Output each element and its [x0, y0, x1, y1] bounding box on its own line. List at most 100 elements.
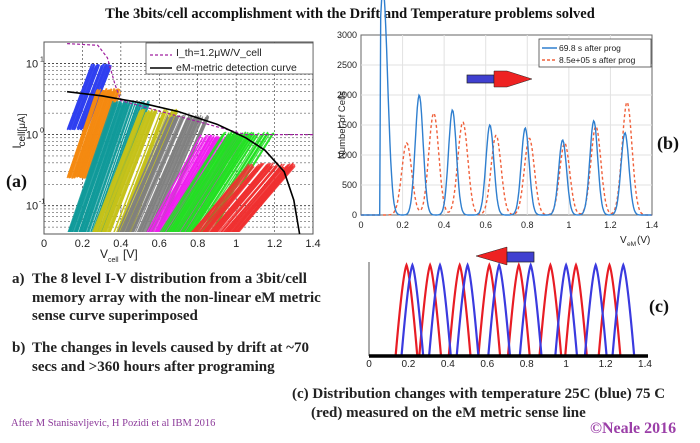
credit-text: After M Stanisavljevic, H Pozidi et al I… [11, 418, 216, 429]
iv-trace [190, 165, 250, 236]
series-drift-early [361, 0, 652, 216]
iv-trace [176, 133, 242, 234]
plot-a-xtick: 0 [41, 238, 47, 250]
plot-b-xtick: 0.2 [396, 220, 409, 230]
caption-a-line: The 8 level I-V distribution from a 3bit… [32, 271, 307, 287]
iv-trace [67, 102, 115, 234]
iv-trace [202, 166, 262, 236]
plot-a-xlabel-sub: cell [108, 257, 119, 264]
plot-a-ylabel-rest: cell[μA] [17, 113, 28, 146]
iv-trace [186, 132, 252, 235]
plot-b-xtick: 1 [566, 220, 571, 230]
plot-b-ytick: 1500 [337, 120, 357, 130]
iv-trace [224, 166, 284, 236]
plot-b-ytick: 500 [342, 180, 357, 190]
iv-trace [91, 110, 141, 234]
panel-b-label: (b) [657, 133, 679, 153]
iv-trace [118, 109, 168, 235]
iv-trace [183, 135, 249, 236]
iv-trace [95, 108, 144, 235]
iv-trace [66, 100, 114, 235]
temp-peak [447, 262, 472, 357]
iv-trace [160, 133, 225, 234]
iv-trace [72, 90, 104, 179]
iv-trace [154, 136, 211, 235]
plot-a-border [43, 41, 314, 235]
iv-trace [66, 90, 98, 179]
plot-b-xlabel-unit: (V) [637, 235, 650, 246]
plot-b-xtick: 1.2 [604, 220, 617, 230]
iv-trace [125, 118, 178, 236]
iv-trace [81, 101, 128, 235]
caption-c-line: (c) Distribution changes with temperatur… [292, 386, 666, 402]
iv-trace [215, 165, 275, 234]
iv-trace [116, 114, 169, 235]
iv-trace [76, 65, 103, 129]
temp-peak [455, 262, 480, 357]
legend-threshold-label: I_th=1.2μW/V_cell [176, 47, 262, 59]
series-drift-late [361, 100, 652, 216]
temp-peak [518, 262, 543, 357]
temp-arrow-body [506, 251, 535, 263]
plot-a-xlabel-unit: [V] [123, 247, 138, 261]
caption-b-line: The changes in levels caused by drift at… [32, 340, 309, 356]
iv-trace [152, 134, 209, 235]
iv-trace [234, 165, 294, 236]
iv-trace [131, 118, 184, 236]
plot-c-xtick: 0.2 [401, 359, 415, 370]
plot-b-xtick: 0.4 [438, 220, 451, 230]
iv-trace [194, 164, 254, 235]
iv-trace [87, 100, 135, 235]
plot-a-ytick: 10 [26, 58, 38, 70]
iv-trace [78, 101, 126, 234]
plot-b-xlabel-sub: eM [627, 241, 636, 248]
temp-series-25c [400, 262, 636, 357]
iv-trace [201, 165, 261, 236]
iv-trace [169, 133, 235, 234]
iv-trace [146, 115, 199, 235]
plot-c-xtick: 0.8 [520, 359, 534, 370]
plot-c-xtick: 1.2 [599, 359, 613, 370]
plot-b-ytick: 2500 [337, 60, 357, 70]
temp-peak [583, 262, 608, 357]
iv-trace [98, 111, 148, 234]
iv-trace [116, 110, 166, 235]
temp-peak [554, 262, 579, 357]
plot-a-mask [0, 232, 330, 262]
temp-peak [506, 262, 531, 357]
plot-b-ytick: 0 [352, 210, 357, 220]
plot-a-xtick: 0.8 [190, 238, 205, 250]
iv-trace [68, 66, 94, 131]
caption-c-line: (red) measured on the eM metric sense li… [311, 404, 586, 421]
iv-trace [119, 117, 172, 234]
iv-trace [167, 132, 232, 235]
panel-c-label: (c) [649, 296, 669, 316]
iv-trace [70, 102, 118, 235]
iv-trace [222, 166, 282, 234]
iv-trace [70, 88, 102, 178]
legend-detection-label: eM-metric detection curve [176, 62, 297, 74]
iv-trace [181, 133, 246, 236]
temp-arrow-head [475, 246, 508, 266]
iv-trace [112, 111, 162, 236]
plot-a-xtick: 0.6 [152, 238, 167, 250]
plot-a-xtick: 0.2 [75, 238, 90, 250]
iv-trace [211, 162, 271, 235]
iv-trace [195, 166, 255, 236]
iv-trace [79, 101, 127, 235]
plot-a-ytick-exp: -1 [39, 199, 45, 206]
iv-trace [68, 103, 116, 234]
iv-trace [107, 108, 157, 235]
plot-b-ytick: 3000 [337, 30, 357, 40]
iv-trace [93, 110, 143, 234]
plot-a-xtick: 1 [233, 238, 239, 250]
iv-trace [81, 88, 113, 178]
plot-b-legend [538, 38, 652, 68]
plot-a-ytick: 10 [26, 201, 38, 213]
iv-trace [67, 63, 93, 130]
caption-b: b) The changes in levels caused by drift… [12, 339, 309, 376]
plot-a-xtick: 1.2 [267, 238, 282, 250]
iv-trace [140, 117, 193, 236]
plot-b-xtick: 0.6 [479, 220, 492, 230]
